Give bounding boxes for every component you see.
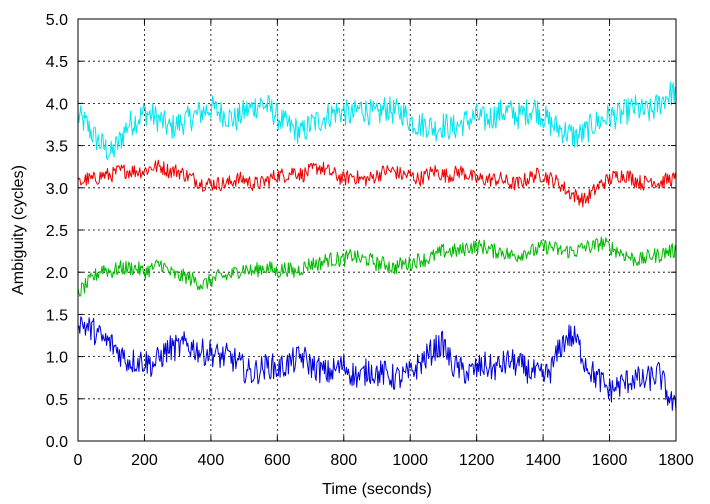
x-tick-label: 0: [74, 452, 83, 469]
series-line-1: [77, 81, 677, 160]
series-group: [77, 81, 677, 412]
y-tick-labels: 0.0 0.5 1.0 1.5 2.0 2.5 3.0 3.5 4.0 4.5 5.0: [46, 12, 68, 451]
series-line-2: [77, 159, 677, 208]
plot-frame: [77, 18, 677, 442]
x-tick-label: 200: [131, 452, 158, 469]
y-tick-label: 3.0: [46, 181, 68, 198]
tick-marks: [77, 18, 677, 442]
y-tick-label: 0.0: [46, 434, 68, 451]
x-tick-label: 400: [198, 452, 225, 469]
x-tick-label: 1000: [392, 452, 428, 469]
y-tick-label: 4.0: [46, 96, 68, 113]
y-tick-label: 1.0: [46, 350, 68, 367]
x-tick-label: 1400: [525, 452, 561, 469]
x-tick-label: 1200: [459, 452, 495, 469]
x-tick-label: 800: [330, 452, 357, 469]
y-tick-label: 5.0: [46, 12, 68, 29]
x-tick-label: 1600: [592, 452, 628, 469]
series-line-3: [77, 236, 677, 297]
y-tick-label: 1.5: [46, 307, 68, 324]
x-axis-label: Time (seconds): [322, 481, 432, 498]
y-tick-label: 0.5: [46, 392, 68, 409]
x-tick-labels: 0 200 400 600 800 1000 1200 1400 1600 1800: [74, 452, 694, 469]
x-tick-label: 600: [264, 452, 291, 469]
series-line-4: [77, 316, 677, 412]
y-tick-label: 2.0: [46, 265, 68, 282]
x-tick-label: 1800: [658, 452, 694, 469]
y-axis-label: Ambiguity (cycles): [10, 165, 27, 295]
grid: [78, 19, 676, 441]
y-tick-label: 3.5: [46, 139, 68, 156]
y-tick-label: 2.5: [46, 223, 68, 240]
y-tick-label: 4.5: [46, 54, 68, 71]
